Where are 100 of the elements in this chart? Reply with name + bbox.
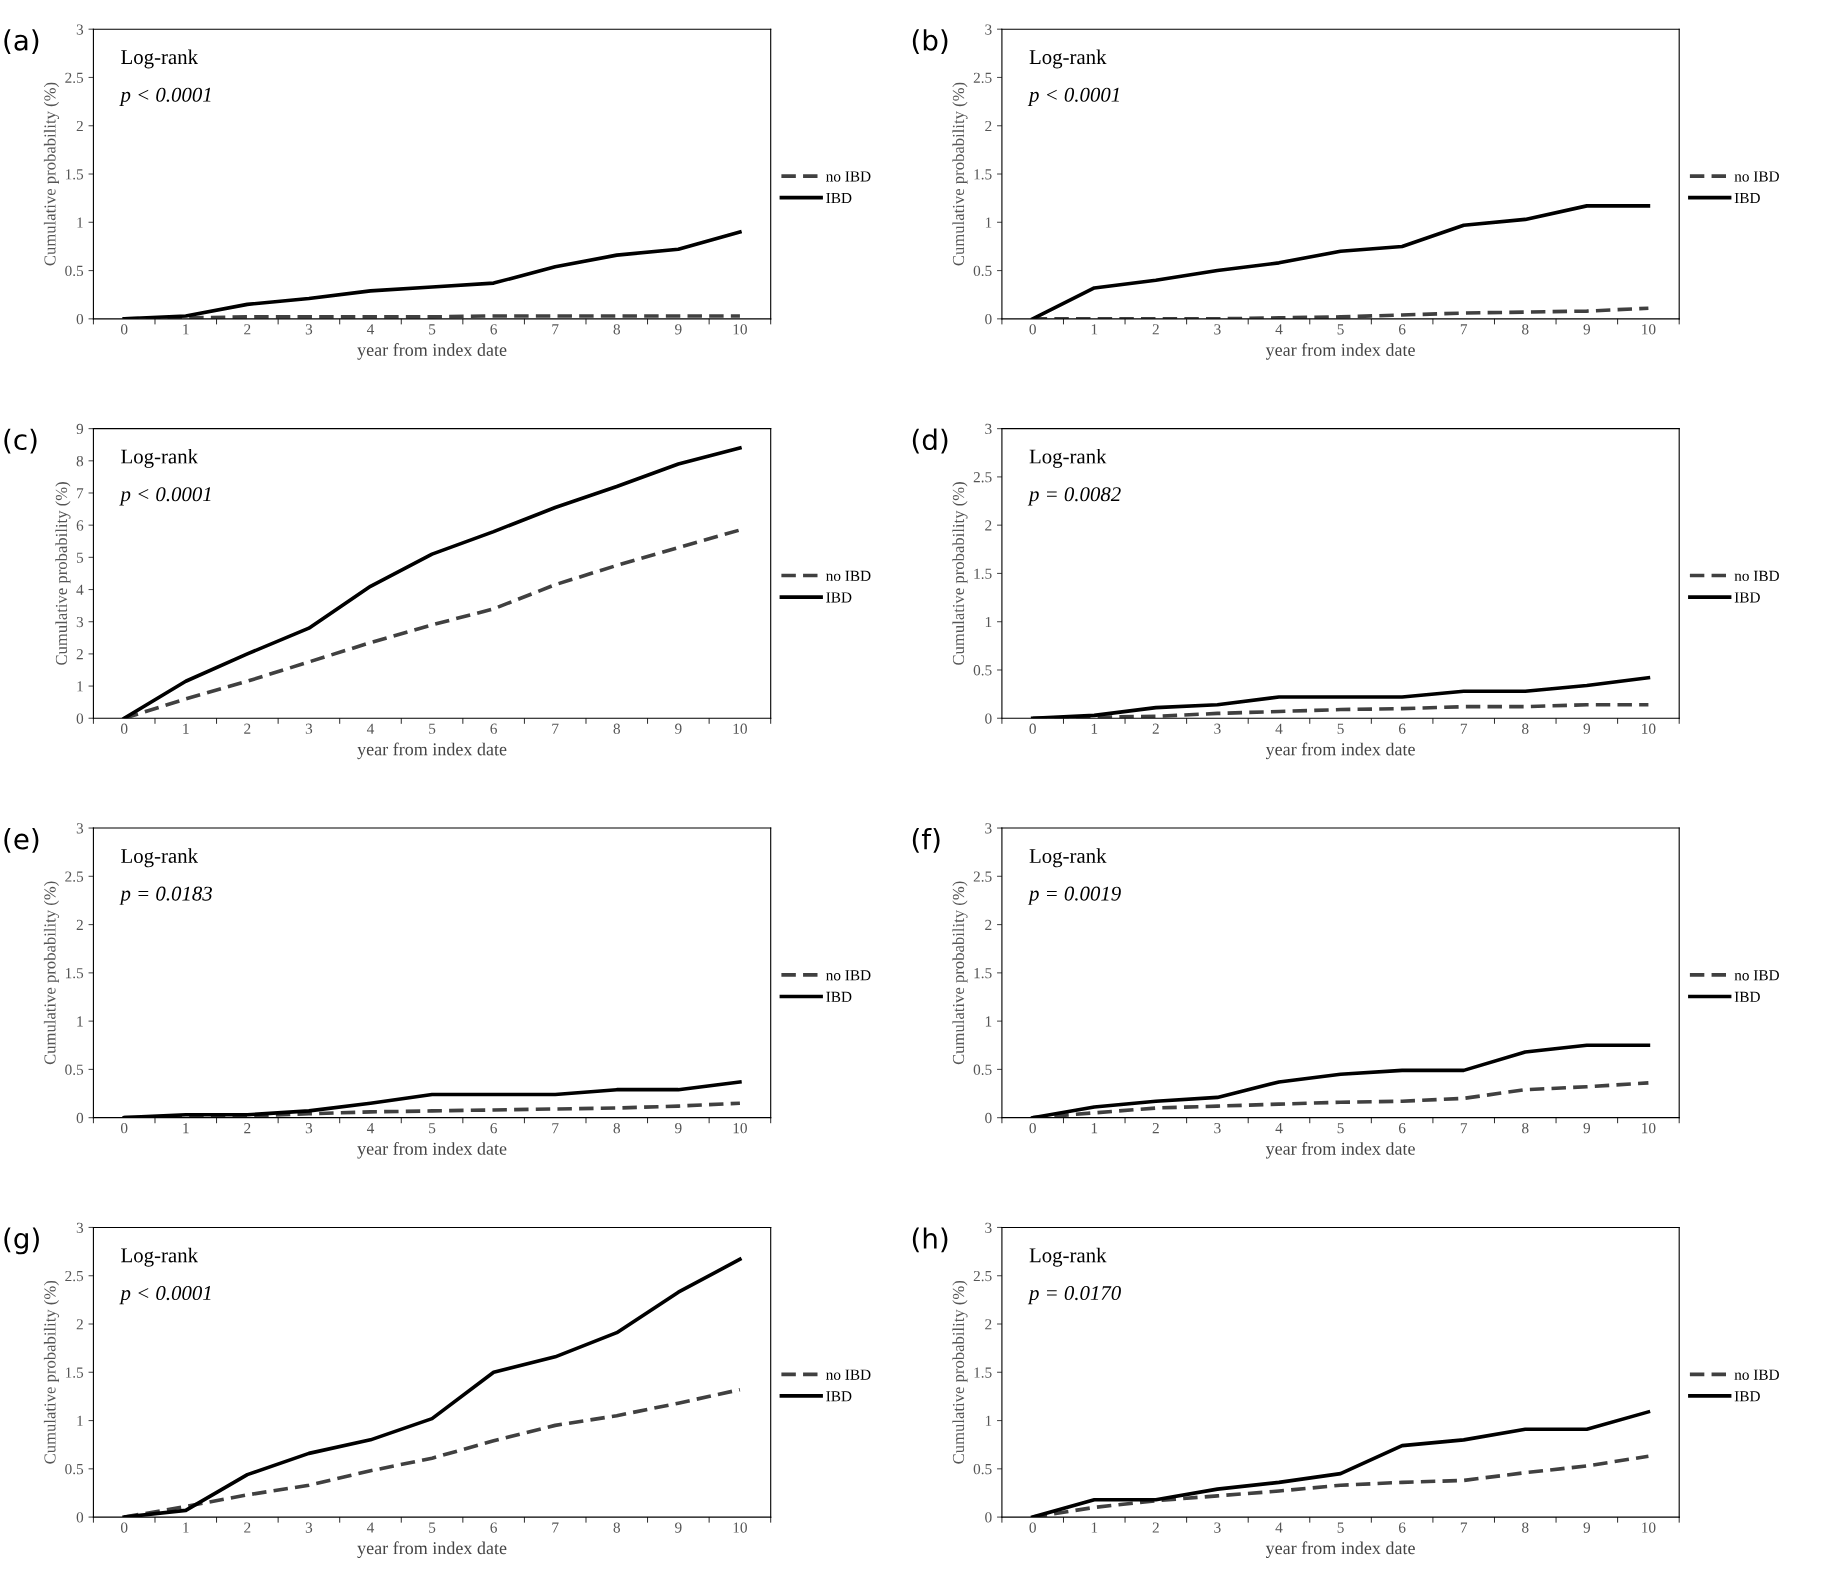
- x-tick-label: 2: [244, 324, 251, 335]
- x-tick-label: 6: [1398, 723, 1406, 734]
- x-tick-label: 1: [1091, 723, 1098, 734]
- x-tick-label: 1: [183, 1123, 189, 1134]
- y-tick-label: 1: [985, 217, 992, 228]
- legend-label: IBD: [826, 991, 852, 1002]
- x-tick-label: 5: [1337, 1522, 1344, 1533]
- y-tick-label: 2.5: [65, 871, 84, 882]
- annotation: p < 0.0001: [119, 487, 211, 506]
- y-tick-label: 8: [76, 455, 84, 467]
- chart-title: (g): [4, 1227, 39, 1255]
- legend-label: IBD: [1734, 193, 1760, 204]
- x-axis-title: year from index date: [357, 1541, 507, 1558]
- y-axis-title: Cumulative probability (%): [952, 881, 968, 1065]
- x-tick-label: 4: [366, 1522, 375, 1533]
- x-tick-label: 4: [1275, 1123, 1283, 1134]
- legend-label: IBD: [826, 1391, 852, 1402]
- y-tick-label: 0: [76, 313, 84, 325]
- annotation: p = 0.0019: [1027, 886, 1121, 905]
- x-tick-label: 1: [1091, 1123, 1098, 1134]
- y-tick-label: 0: [985, 1512, 992, 1523]
- x-tick-label: 4: [1275, 324, 1283, 335]
- x-tick-label: 2: [244, 1123, 251, 1134]
- x-tick-label: 2: [1152, 1522, 1159, 1533]
- x-tick-label: 2: [1152, 324, 1159, 335]
- y-axis-title: Cumulative probability (%): [43, 1280, 60, 1464]
- y-tick-label: 1: [985, 616, 992, 628]
- x-tick-label: 5: [429, 1123, 436, 1134]
- annotation: p = 0.0082: [1027, 487, 1121, 506]
- annotation: Log-rank: [121, 848, 199, 868]
- x-tick-label: 0: [120, 723, 128, 734]
- y-tick-label: 3: [985, 1222, 992, 1233]
- x-tick-label: 8: [1522, 723, 1529, 734]
- chart-title: (b): [912, 29, 948, 54]
- x-tick-label: 7: [1460, 324, 1468, 335]
- y-tick-label: 3: [76, 823, 84, 834]
- x-tick-label: 1: [1091, 324, 1098, 335]
- y-tick-label: 2.5: [65, 1270, 84, 1282]
- x-tick-label: 2: [1152, 723, 1159, 734]
- y-tick-label: 1.5: [974, 169, 992, 180]
- x-tick-label: 0: [1029, 1522, 1036, 1533]
- chart-title: (a): [4, 29, 39, 54]
- x-axis-title: year from index date: [1265, 343, 1415, 360]
- chart-title: (h): [912, 1227, 948, 1253]
- y-tick-label: 0: [985, 1112, 992, 1124]
- legend-label: no IBD: [1734, 171, 1779, 182]
- y-tick-label: 1: [985, 1415, 992, 1426]
- y-tick-label: 1: [77, 681, 83, 692]
- x-tick-label: 5: [1337, 723, 1344, 734]
- y-axis-title: Cumulative probability (%): [952, 82, 968, 266]
- y-tick-label: 0.5: [973, 665, 992, 676]
- x-tick-label: 8: [1522, 1122, 1529, 1134]
- x-tick-label: 0: [120, 1522, 128, 1533]
- x-tick-label: 6: [1398, 324, 1406, 335]
- x-tick-label: 4: [366, 1123, 375, 1134]
- x-tick-label: 0: [120, 324, 128, 335]
- x-tick-label: 3: [305, 1123, 313, 1134]
- legend-label: no IBD: [1734, 970, 1779, 981]
- annotation: p = 0.0183: [119, 886, 212, 905]
- x-tick-label: 6: [490, 723, 497, 734]
- legend-label: IBD: [1734, 592, 1760, 603]
- x-axis-title: year from index date: [357, 343, 507, 360]
- x-tick-label: 0: [1029, 1122, 1036, 1134]
- y-tick-label: 6: [76, 520, 84, 531]
- x-tick-label: 0: [1029, 723, 1036, 734]
- x-tick-label: 3: [305, 1522, 313, 1533]
- x-tick-label: 4: [366, 324, 375, 335]
- y-tick-label: 2.5: [973, 72, 992, 83]
- x-tick-label: 8: [613, 1122, 621, 1134]
- x-tick-label: 7: [1460, 1522, 1468, 1533]
- x-tick-label: 10: [1642, 324, 1656, 335]
- x-tick-label: 8: [613, 324, 621, 335]
- y-tick-label: 0.5: [973, 1463, 992, 1475]
- x-tick-label: 9: [1583, 324, 1591, 335]
- y-tick-label: 2: [985, 520, 992, 531]
- x-tick-label: 5: [1337, 324, 1344, 335]
- x-tick-label: 10: [733, 1522, 747, 1533]
- y-tick-label: 1.5: [65, 169, 84, 180]
- legend-label: IBD: [826, 193, 852, 204]
- x-tick-label: 9: [675, 324, 682, 335]
- x-axis-title: year from index date: [1265, 1541, 1415, 1558]
- x-tick-label: 0: [120, 1122, 128, 1134]
- y-axis-title: Cumulative probability (%): [55, 482, 71, 665]
- y-tick-label: 0.5: [973, 265, 992, 277]
- y-axis-title: Cumulative probability (%): [43, 881, 60, 1065]
- y-tick-label: 3: [76, 616, 84, 628]
- annotation: Log-rank: [121, 1247, 199, 1267]
- y-tick-label: 2.5: [973, 472, 992, 483]
- y-tick-label: 0.5: [65, 1463, 84, 1475]
- x-tick-label: 5: [429, 1522, 436, 1533]
- legend-label: IBD: [826, 592, 852, 603]
- x-tick-label: 7: [552, 723, 559, 734]
- x-tick-label: 8: [613, 1522, 621, 1533]
- y-tick-label: 3: [985, 823, 992, 834]
- x-axis-title: year from index date: [1265, 742, 1415, 760]
- x-tick-label: 5: [429, 723, 436, 734]
- x-tick-label: 9: [675, 1522, 682, 1533]
- x-tick-label: 9: [675, 1123, 682, 1134]
- x-tick-label: 10: [733, 1122, 747, 1134]
- y-tick-label: 2: [76, 649, 83, 660]
